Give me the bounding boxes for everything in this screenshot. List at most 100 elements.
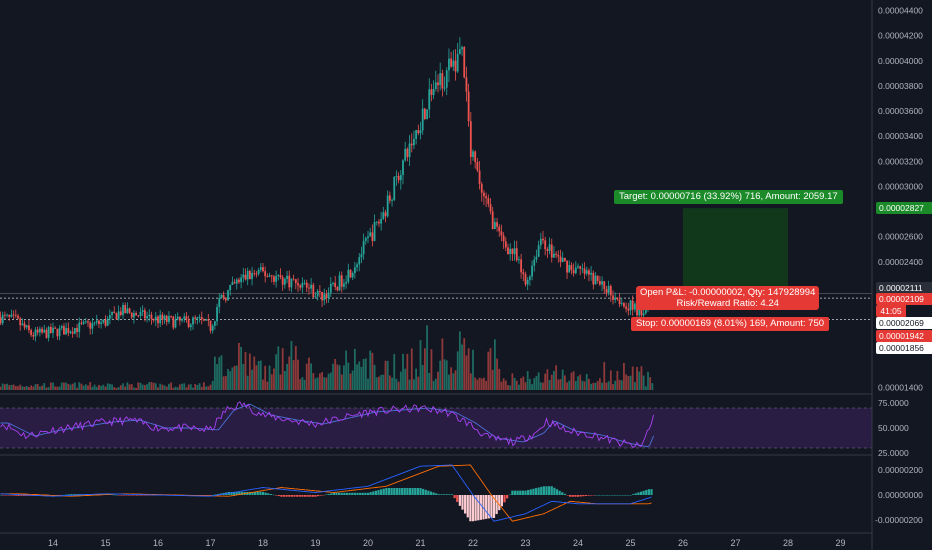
candle-body: [441, 73, 444, 89]
volume-bar: [235, 365, 238, 390]
candle-body: [71, 331, 74, 334]
candle-body: [119, 311, 122, 315]
candle-body: [312, 284, 315, 298]
candle-body: [266, 276, 269, 278]
volume-bar: [329, 372, 332, 390]
macd-histogram-bar: [364, 492, 367, 495]
candle-body: [507, 247, 509, 255]
volume-bar: [270, 374, 273, 390]
volume-bar: [633, 382, 636, 390]
volume-bar: [605, 382, 608, 390]
macd-histogram-bar: [332, 492, 335, 495]
volume-bar: [485, 380, 488, 390]
macd-histogram-bar: [128, 495, 131, 496]
volume-bar: [283, 370, 286, 390]
candle-body: [537, 245, 540, 257]
candle-body: [489, 203, 492, 212]
candle-body: [515, 248, 518, 261]
volume-bar: [375, 377, 378, 390]
macd-histogram-bar: [429, 491, 433, 495]
macd-histogram-bar: [7, 495, 10, 496]
volume-bar: [448, 374, 450, 390]
volume-bar: [65, 382, 68, 390]
candle-body: [113, 311, 116, 314]
volume-bar: [124, 386, 127, 390]
volume-bar: [338, 365, 341, 390]
candle-body: [391, 200, 393, 201]
candle-body: [351, 272, 354, 278]
macd-histogram-bar: [582, 495, 585, 497]
candle-body: [314, 296, 317, 298]
macd-histogram-bar: [639, 491, 643, 495]
volume-bar: [570, 372, 573, 390]
panel-separators[interactable]: [0, 0, 873, 550]
candle-body: [327, 292, 330, 299]
candle-body: [605, 288, 608, 293]
candle-body: [518, 259, 520, 261]
candle-body: [78, 322, 81, 332]
macd-histogram-bar: [558, 490, 561, 495]
price-tag: 0.00001942: [876, 330, 932, 342]
candle-body: [323, 294, 326, 301]
volume-bar: [417, 376, 420, 390]
volume-bar: [93, 384, 96, 390]
volume-bar: [647, 371, 649, 390]
volume-bar: [0, 386, 2, 390]
open-pnl-box[interactable]: Open P&L: -0.00000002, Qty: 147928994 Ri…: [636, 286, 820, 311]
volume-bar: [255, 365, 258, 390]
candle-body: [36, 329, 39, 333]
candle-body: [625, 306, 628, 309]
candle-body: [297, 283, 299, 286]
time-tick-label: 20: [363, 538, 373, 548]
volume-bar: [128, 384, 131, 390]
price-axis[interactable]: 0.00004400 0.00004200 0.00004000 0.00003800…: [875, 6, 923, 525]
macd-histogram-bar: [361, 492, 364, 495]
macd-histogram-bar: [443, 494, 446, 495]
candle-body: [618, 299, 621, 305]
volume-bar: [629, 375, 632, 390]
target-zone-rect: [683, 208, 788, 299]
macd-histogram-bar: [608, 495, 611, 496]
volume-bar: [253, 356, 256, 390]
candle-body: [609, 286, 612, 296]
candle-body: [371, 232, 374, 241]
macd-histogram-bar: [445, 494, 448, 495]
candle-body: [255, 273, 258, 275]
volume-bar: [559, 379, 562, 390]
macd-histogram-bar: [516, 490, 519, 495]
volume-bar: [181, 383, 183, 390]
time-axis[interactable]: 14 15 16 17 18 19 20 21 22 23 24 25 26 27 28 29: [48, 538, 846, 548]
macd-histogram-bar: [500, 495, 503, 507]
stop-label[interactable]: Stop: 0.00000169 (8.01%) 169, Amount: 75…: [631, 317, 830, 332]
macd-histogram-bar: [254, 491, 257, 495]
macd-histogram-bar: [301, 495, 304, 497]
volume-bar: [581, 380, 584, 390]
candle-body: [347, 269, 350, 282]
candle-body: [614, 297, 617, 300]
candle-body: [533, 259, 536, 266]
volume-bar: [596, 381, 599, 390]
macd-histogram-bar: [650, 489, 653, 495]
volume-bar: [251, 369, 253, 390]
target-label[interactable]: Target: 0.00000716 (33.92%) 716, Amount:…: [614, 190, 843, 205]
rsi-tick-label: 75.0000: [878, 398, 909, 408]
candle-body: [524, 274, 527, 285]
macd-histogram-bar: [122, 495, 125, 496]
candle-body: [568, 265, 571, 273]
candle-body: [325, 294, 328, 299]
candle-body: [152, 318, 155, 321]
macd-histogram-bar: [382, 488, 385, 495]
candle-body: [408, 143, 411, 158]
candlestick-series[interactable]: [0, 37, 654, 342]
time-tick-label: 29: [835, 538, 845, 548]
volume-bar: [574, 381, 577, 390]
candle-body: [277, 275, 280, 276]
candle-body: [299, 285, 302, 288]
candle-body: [159, 314, 162, 324]
volume-bar: [642, 375, 645, 390]
candle-body: [143, 310, 146, 319]
macd-histogram-bar: [513, 490, 517, 495]
volume-bar: [187, 384, 190, 390]
price-tick-label: 0.00003200: [878, 156, 923, 166]
